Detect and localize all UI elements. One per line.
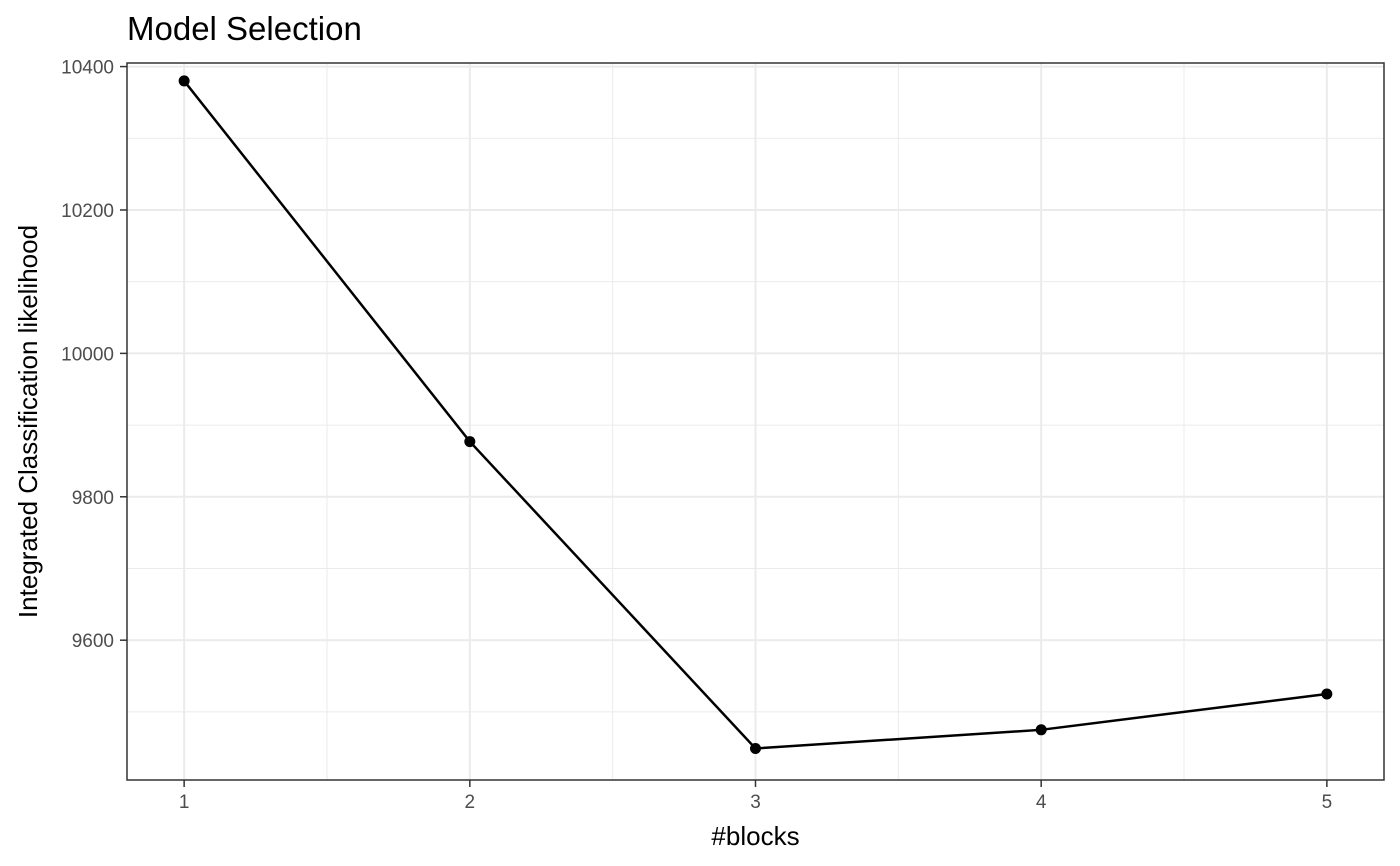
y-tick-label: 10400: [61, 58, 114, 79]
data-point: [750, 742, 761, 754]
x-tick-label: 3: [750, 792, 761, 813]
data-point: [464, 436, 476, 448]
chart-title: Model Selection: [127, 10, 362, 47]
series: [178, 75, 1333, 754]
y-tick-label: 9800: [72, 488, 114, 509]
x-tick-label: 1: [179, 792, 190, 813]
x-tick-label: 5: [1322, 792, 1333, 813]
data-point: [1321, 688, 1333, 700]
data-point: [1035, 724, 1047, 736]
y-axis-title: Integrated Classification likelihood: [13, 225, 43, 618]
x-tick-label: 2: [465, 792, 476, 813]
data-point: [178, 75, 190, 87]
y-tick-label: 10000: [61, 344, 114, 365]
x-axis-title: #blocks: [711, 821, 799, 851]
axis-ticks: 1 2 3 4 5 9600 9800 10000 10200 10400: [61, 58, 1332, 813]
grid: [127, 63, 1384, 780]
y-tick-label: 10200: [61, 201, 114, 222]
y-tick-label: 9600: [72, 631, 114, 652]
x-tick-label: 4: [1036, 792, 1047, 813]
